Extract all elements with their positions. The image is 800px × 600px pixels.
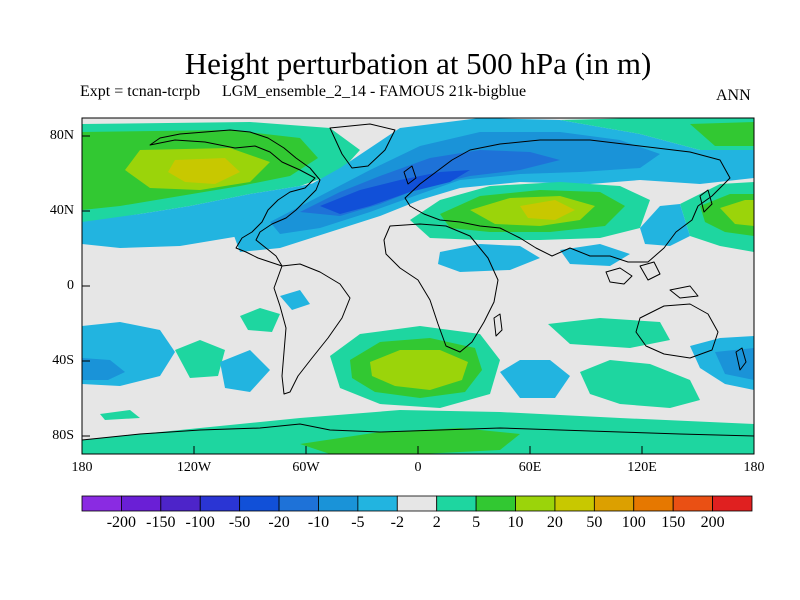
lon-label-0: 0 <box>414 460 422 475</box>
colorbar-label: -10 <box>307 514 330 531</box>
contour-south-indian-neg2 <box>500 360 570 398</box>
lon-label-120w: 120W <box>176 460 212 475</box>
run-label: LGM_ensemble_2_14 - FAMOUS 21k-bigblue <box>222 83 527 100</box>
coastline-australia <box>635 303 719 359</box>
colorbar-label: 2 <box>432 514 441 531</box>
colorbar-swatch <box>475 495 516 512</box>
contour-south-pacific-pos2 <box>175 340 225 378</box>
contour-arctic-pos5 <box>690 122 754 146</box>
contour-eurasia-pos20 <box>520 200 575 220</box>
contour-field <box>82 118 754 454</box>
coastline-uk <box>403 165 417 185</box>
colorbar-swatch <box>199 495 241 512</box>
colorbar-swatch <box>318 495 359 512</box>
colorbar-label: -50 <box>228 514 251 531</box>
coastline-antarctica <box>82 423 754 441</box>
colorbar-label: 100 <box>621 514 646 531</box>
colorbar-label: -200 <box>106 514 137 531</box>
contour-indian-neg2 <box>438 244 540 272</box>
lon-label-60e: 60E <box>518 460 542 475</box>
colorbar-swatch <box>160 495 201 512</box>
coastlines <box>82 123 754 441</box>
colorbar-label: 20 <box>546 514 563 531</box>
contour-south-pacific-neg5 <box>82 358 125 380</box>
lat-label-40s: 40S <box>52 353 74 368</box>
colorbar-label: 10 <box>507 514 524 531</box>
colorbar-swatch <box>593 495 635 512</box>
map-ticks <box>82 135 643 454</box>
contour-se-pacific-neg2 <box>220 350 270 392</box>
coastline-africa <box>383 223 499 353</box>
lon-label-180e: 180 <box>743 460 765 475</box>
lon-label-180w: 180 <box>71 460 93 475</box>
colorbar-swatch <box>554 495 595 512</box>
contour-antarctic-pos5 <box>300 428 520 454</box>
coastline-greenland <box>329 123 396 169</box>
lat-label-80s: 80S <box>52 428 74 443</box>
colorbar-swatch <box>239 495 280 512</box>
contour-south-indian-pos2 <box>580 360 700 408</box>
colorbar-label: 200 <box>700 514 725 531</box>
colorbar-label: 50 <box>586 514 603 531</box>
colorbar-swatch <box>515 495 556 512</box>
coastline-new-zealand <box>735 347 747 371</box>
colorbar-swatch <box>633 495 674 512</box>
coastline-madagascar <box>493 313 503 337</box>
colorbar-swatch <box>278 495 319 512</box>
coastline-south-america <box>273 263 351 395</box>
colorbar-swatch <box>396 495 438 512</box>
contour-china-neg2 <box>560 244 630 266</box>
contour-southern-ocean-pos2 <box>100 410 140 420</box>
colorbar-label: -150 <box>146 514 176 531</box>
contour-north-america-pos20 <box>168 158 240 184</box>
contour-east-asia-neg2 <box>640 204 690 246</box>
contour-south-atlantic-pos10 <box>370 350 468 390</box>
lon-label-120e: 120E <box>627 460 657 475</box>
colorbar-swatch <box>712 495 753 512</box>
lat-label-equator: 0 <box>67 278 74 293</box>
colorbar-label: 150 <box>661 514 686 531</box>
colorbar-label: -20 <box>268 514 290 531</box>
colorbar-label: -5 <box>351 514 365 531</box>
colorbar-swatch <box>121 495 162 512</box>
contour-atlantic-trough-neg20 <box>320 170 470 214</box>
colorbar <box>81 495 753 512</box>
coastline-japan <box>699 189 713 213</box>
season-label: ANN <box>716 87 751 104</box>
colorbar-label: -100 <box>185 514 215 531</box>
coastline-eurasia <box>404 139 731 263</box>
coastline-maritime-continent <box>605 261 699 299</box>
lon-label-60w: 60W <box>292 460 320 475</box>
contour-mid-pacific-pos2 <box>548 318 670 348</box>
lat-label-40n: 40N <box>49 203 74 218</box>
colorbar-swatch <box>81 495 122 512</box>
colorbar-swatch <box>672 495 713 512</box>
contour-tropical-pos2 <box>240 308 280 332</box>
contour-west-pacific-pos10 <box>720 200 754 226</box>
lat-label-80n: 80N <box>49 128 74 143</box>
experiment-label: Expt = tcnan-tcrpb <box>80 83 201 100</box>
colorbar-swatch <box>436 495 477 512</box>
map-title: Height perturbation at 500 hPa (in m) <box>184 46 652 81</box>
contour-atlantic-trough-neg5 <box>270 132 660 234</box>
contour-patagonia-neg2 <box>280 290 310 310</box>
colorbar-label: 5 <box>472 514 481 531</box>
colorbar-label: -2 <box>390 514 404 531</box>
colorbar-swatch <box>357 495 398 512</box>
